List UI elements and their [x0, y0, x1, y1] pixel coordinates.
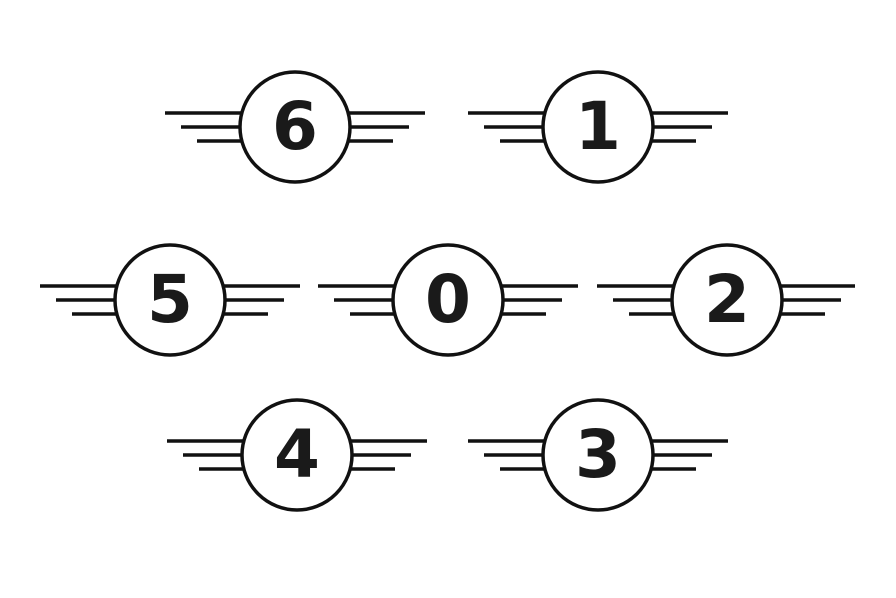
winged-circle-icon [165, 70, 425, 184]
badge-number: 2 [704, 261, 750, 338]
winged-circle-icon [40, 243, 300, 357]
badge-number: 3 [575, 416, 621, 493]
winged-badge-6: 6 [165, 69, 425, 185]
winged-badge-5: 5 [40, 242, 300, 358]
badge-number: 5 [147, 261, 193, 338]
badge-number: 6 [272, 88, 318, 165]
winged-circle-icon [468, 70, 728, 184]
winged-circle-icon [597, 243, 855, 357]
winged-badge-4: 4 [167, 397, 427, 513]
winged-badge-2: 2 [597, 242, 857, 358]
badge-number: 0 [425, 261, 471, 338]
badge-number: 4 [274, 416, 320, 493]
winged-circle-icon [318, 243, 578, 357]
winged-badge-0: 0 [318, 242, 578, 358]
winged-circle-icon [468, 398, 728, 512]
winged-badge-1: 1 [468, 69, 728, 185]
winged-circle-icon [167, 398, 427, 512]
winged-badge-3: 3 [468, 397, 728, 513]
badge-number: 1 [575, 88, 621, 165]
